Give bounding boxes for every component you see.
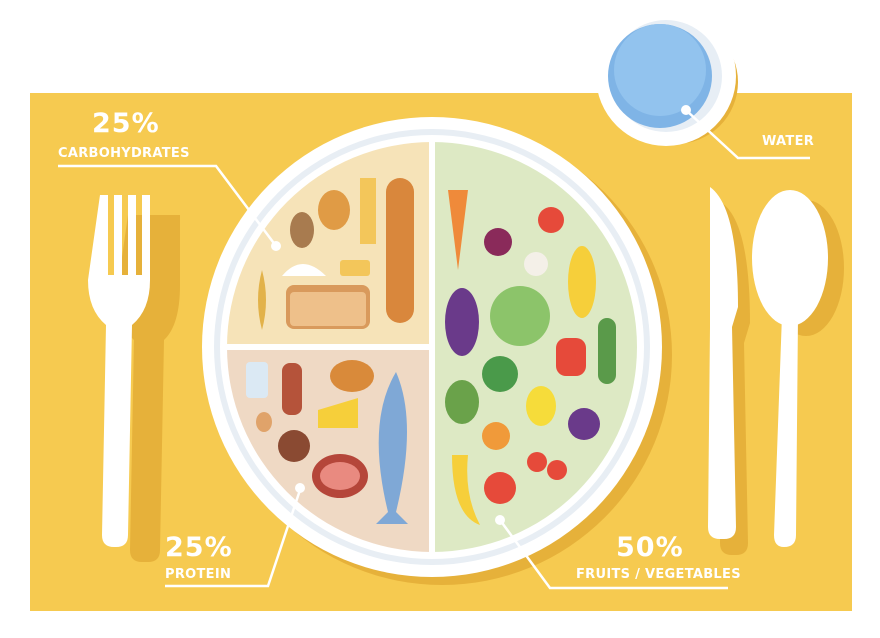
corn-icon <box>568 246 596 318</box>
beet-icon <box>484 228 512 256</box>
banana-icon <box>452 455 480 525</box>
water-label: WATER <box>762 134 815 149</box>
broccoli-icon <box>482 356 518 392</box>
grapes-icon <box>568 408 600 440</box>
eggplant-icon <box>445 288 479 356</box>
egg-icon <box>256 412 272 432</box>
strawberry-icon <box>527 452 547 472</box>
pasta-icon <box>360 178 376 244</box>
fruits-vegetables-label: FRUITS / VEGETABLES <box>576 567 741 582</box>
sausages-icon <box>282 363 302 415</box>
protein-percent: 25% <box>165 532 233 563</box>
wheat-icon <box>258 270 266 330</box>
garlic-icon <box>524 252 548 276</box>
orange-icon <box>482 422 510 450</box>
protein-label: PROTEIN <box>165 567 232 582</box>
callout-dots <box>271 105 691 525</box>
fork-icon <box>88 195 180 562</box>
cabbage-icon <box>490 286 550 346</box>
fruits-vegetables-percent: 50% <box>616 532 684 563</box>
baguette-icon <box>386 178 414 323</box>
apple-icon <box>484 472 516 504</box>
chicken-leg-icon <box>330 360 374 392</box>
water-highlight <box>614 24 706 116</box>
patty-icon <box>278 430 310 462</box>
carbs-label: CARBOHYDRATES <box>58 146 190 161</box>
knife-icon <box>708 187 750 555</box>
pasta-shapes-icon <box>340 260 370 276</box>
fish-icon <box>376 372 408 524</box>
protein-foods <box>246 360 408 524</box>
avocado-icon <box>445 380 479 424</box>
cucumber-icon <box>598 318 616 384</box>
lemon-icon <box>526 386 556 426</box>
milk-icon <box>246 362 268 398</box>
carrot-icon <box>448 190 468 270</box>
flour-icon <box>282 264 326 276</box>
veg-foods <box>445 190 616 525</box>
croissant-icon <box>318 190 350 230</box>
spoon-icon <box>752 190 844 547</box>
cheese-icon <box>318 398 358 428</box>
pepper-icon <box>556 338 586 376</box>
carbs-foods <box>258 178 414 330</box>
carbs-percent: 25% <box>92 108 160 139</box>
potato-icon <box>290 212 314 248</box>
callout-lines <box>58 111 810 590</box>
tomato-icon <box>538 207 564 233</box>
